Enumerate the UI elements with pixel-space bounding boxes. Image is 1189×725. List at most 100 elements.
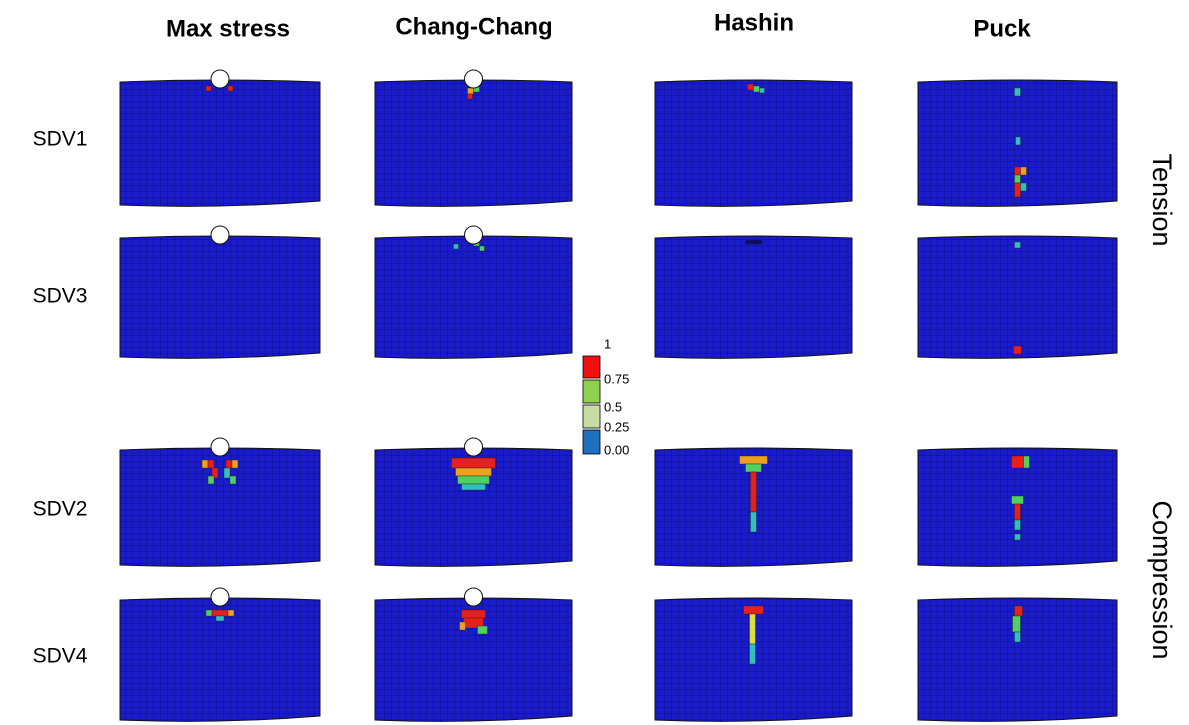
damage-cell <box>461 609 486 619</box>
damage-cell <box>750 511 757 533</box>
notch <box>464 225 483 245</box>
mesh <box>374 597 573 722</box>
damage-cell <box>207 459 215 469</box>
contour-panel <box>374 69 573 207</box>
damage-cell <box>1011 455 1024 469</box>
notch <box>210 587 230 607</box>
contour-panel <box>917 79 1118 207</box>
damage-cell <box>749 643 756 665</box>
damage-cell <box>1020 182 1027 192</box>
notch <box>210 225 230 245</box>
legend-label: 0.25 <box>604 419 629 434</box>
damage-cell <box>1014 87 1021 97</box>
damage-cell <box>467 87 474 95</box>
damage-cell <box>739 455 768 465</box>
damage-cell <box>451 457 496 469</box>
mesh <box>374 79 573 207</box>
damage-cell <box>1013 345 1022 355</box>
notch <box>210 437 230 457</box>
legend-swatch <box>582 379 601 404</box>
damage-cell <box>1014 605 1023 617</box>
contour-panel <box>917 597 1118 722</box>
damage-cell <box>459 621 466 631</box>
legend-label: 0.75 <box>604 371 629 386</box>
column-header: Puck <box>973 15 1031 42</box>
damage-cell <box>743 605 764 615</box>
notch <box>464 437 483 457</box>
damage-cell <box>225 459 233 469</box>
legend-swatch <box>582 429 601 455</box>
damage-cell <box>457 475 490 485</box>
group-label: Tension <box>1147 153 1177 246</box>
contour-panel <box>654 447 853 567</box>
damage-cell <box>1020 166 1027 176</box>
legend-swatch <box>582 355 601 379</box>
damage-cell <box>1014 166 1021 176</box>
row-label: SDV4 <box>33 645 88 668</box>
mesh <box>119 79 321 207</box>
damage-cell <box>1014 241 1021 249</box>
mesh <box>119 235 321 359</box>
damage-cell <box>467 93 473 100</box>
mesh <box>374 235 573 359</box>
damage-cell <box>479 245 485 252</box>
mesh <box>119 447 321 567</box>
contour-panel <box>654 79 853 207</box>
legend-label: 1 <box>604 336 611 351</box>
contour-panel <box>917 447 1118 567</box>
damage-cell <box>753 85 760 93</box>
damage-cell <box>1014 519 1021 531</box>
damage-cell <box>747 83 754 91</box>
damage-cell <box>1014 503 1021 521</box>
contour-panel <box>654 597 853 722</box>
legend-label: 0.00 <box>604 442 629 457</box>
damage-cell <box>205 85 212 92</box>
damage-cell <box>1015 136 1021 146</box>
mesh <box>654 235 853 359</box>
damage-cell <box>1014 533 1021 541</box>
contour-panel <box>119 587 321 722</box>
group-label: Compression <box>1147 500 1177 659</box>
damage-cell <box>1023 455 1030 469</box>
damage-cell <box>759 87 765 94</box>
damage-cell <box>215 615 225 622</box>
column-header: Hashin <box>714 9 794 36</box>
contour-panel <box>654 235 853 359</box>
legend-label: 0.5 <box>604 399 622 414</box>
contour-panel <box>374 437 573 567</box>
row-label: SDV2 <box>33 498 88 521</box>
mesh <box>119 597 321 722</box>
contour-panel <box>119 225 321 359</box>
damage-cell <box>1014 631 1021 643</box>
damage-cell <box>211 467 219 479</box>
damage-cell <box>227 85 234 92</box>
damage-cell <box>453 243 459 250</box>
damage-cell <box>1011 495 1024 505</box>
contour-panel <box>374 587 573 722</box>
damage-cell <box>750 471 757 513</box>
damage-cell <box>749 613 756 645</box>
column-header: Max stress <box>166 15 290 42</box>
mesh <box>917 235 1118 359</box>
damage-cell <box>227 609 235 617</box>
notch <box>464 587 483 607</box>
damage-cell <box>223 467 231 479</box>
damage-cell <box>207 475 215 485</box>
damage-cell <box>745 463 762 473</box>
damage-cell <box>1014 174 1021 184</box>
contour-panel <box>917 235 1118 359</box>
damage-cell <box>205 609 213 617</box>
row-label: SDV3 <box>33 285 88 308</box>
legend: 1 0.75 0.5 0.25 0.00 <box>582 336 629 457</box>
contour-panel <box>119 69 321 207</box>
damage-cell <box>1012 615 1021 633</box>
damage-cell <box>229 475 237 485</box>
mesh <box>917 597 1118 722</box>
legend-swatch <box>582 404 601 429</box>
column-header: Chang-Chang <box>395 13 552 40</box>
row-label: SDV1 <box>33 128 88 151</box>
damage-cell <box>461 483 486 491</box>
damage-cell <box>745 239 762 245</box>
damage-cell <box>231 459 239 469</box>
